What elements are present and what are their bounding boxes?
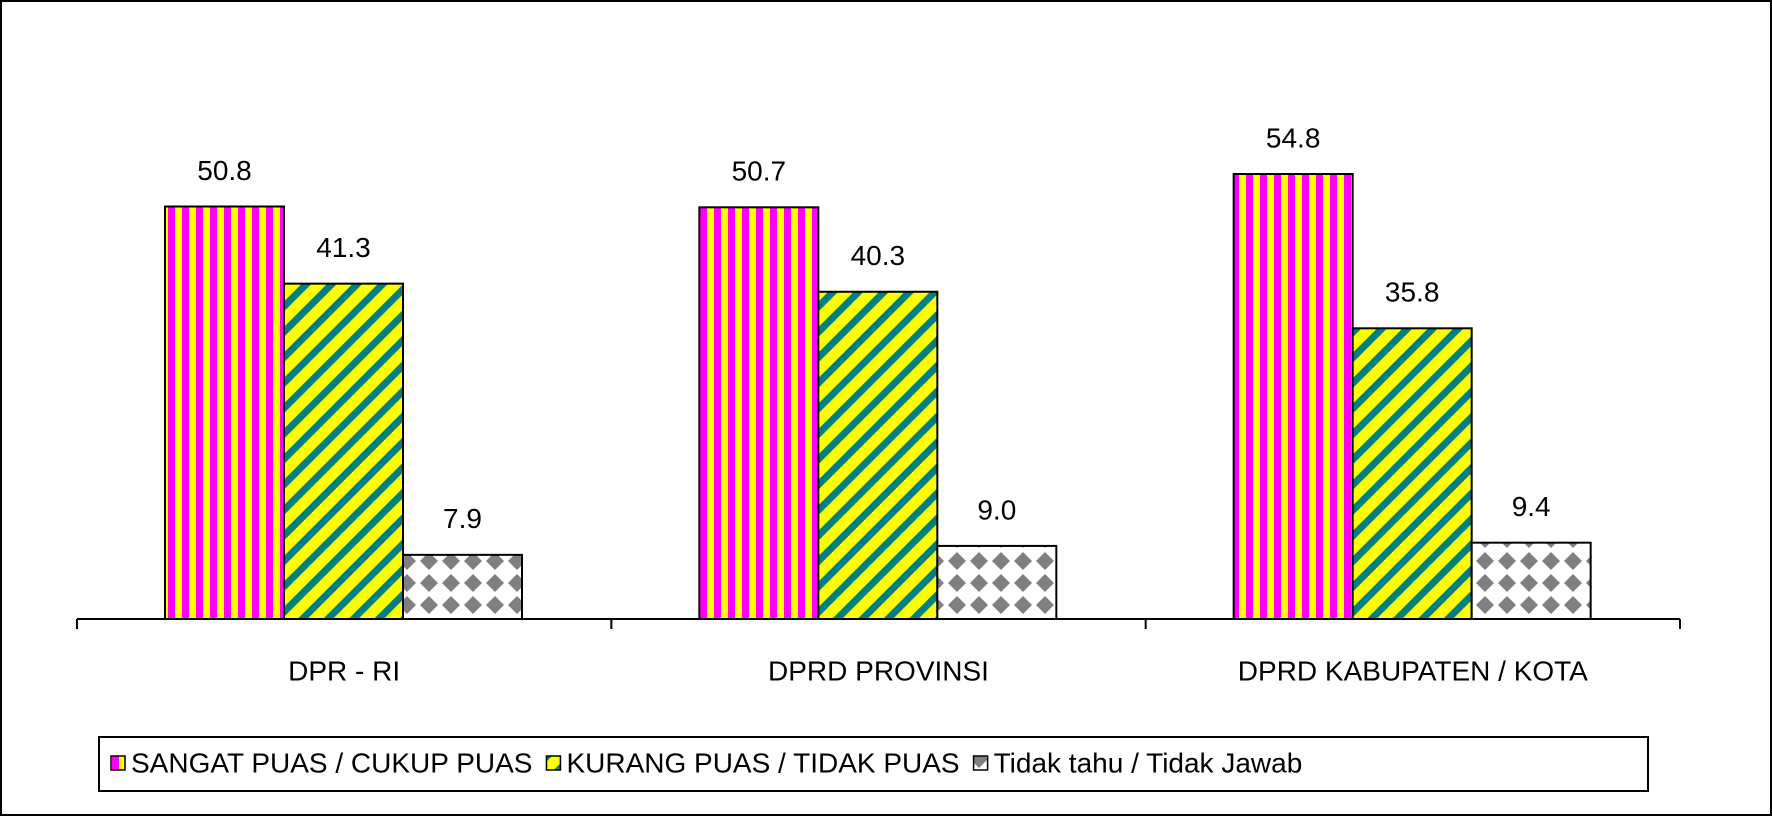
bar xyxy=(1470,541,1592,620)
bar xyxy=(1232,173,1354,621)
legend-label: KURANG PUAS / TIDAK PUAS xyxy=(566,747,959,778)
bar xyxy=(1351,327,1473,620)
bar xyxy=(283,282,404,620)
bar xyxy=(164,205,285,620)
data-label: 7.9 xyxy=(443,503,482,534)
bar xyxy=(817,290,939,620)
data-label: 41.3 xyxy=(316,232,371,263)
legend-label: SANGAT PUAS / CUKUP PUAS xyxy=(131,747,532,778)
data-label: 40.3 xyxy=(851,240,906,271)
data-label: 50.8 xyxy=(197,155,252,186)
legend-swatch xyxy=(545,755,562,771)
x-tick-label: DPR - RI xyxy=(288,655,400,686)
bar xyxy=(698,206,820,620)
data-label: 35.8 xyxy=(1385,277,1440,308)
bar xyxy=(936,544,1058,620)
data-label: 9.4 xyxy=(1512,491,1551,522)
data-label: 50.7 xyxy=(732,156,787,187)
x-tick-label: DPRD KABUPATEN / KOTA xyxy=(1238,655,1588,686)
legend-swatch xyxy=(972,755,989,771)
legend-swatch xyxy=(110,755,126,771)
legend-box xyxy=(98,736,1649,792)
data-label: 54.8 xyxy=(1266,122,1321,153)
bar xyxy=(402,553,523,620)
data-label: 9.0 xyxy=(977,494,1016,525)
legend-label: Tidak tahu / Tidak Jawab xyxy=(994,747,1303,778)
x-tick-label: DPRD PROVINSI xyxy=(768,655,989,686)
